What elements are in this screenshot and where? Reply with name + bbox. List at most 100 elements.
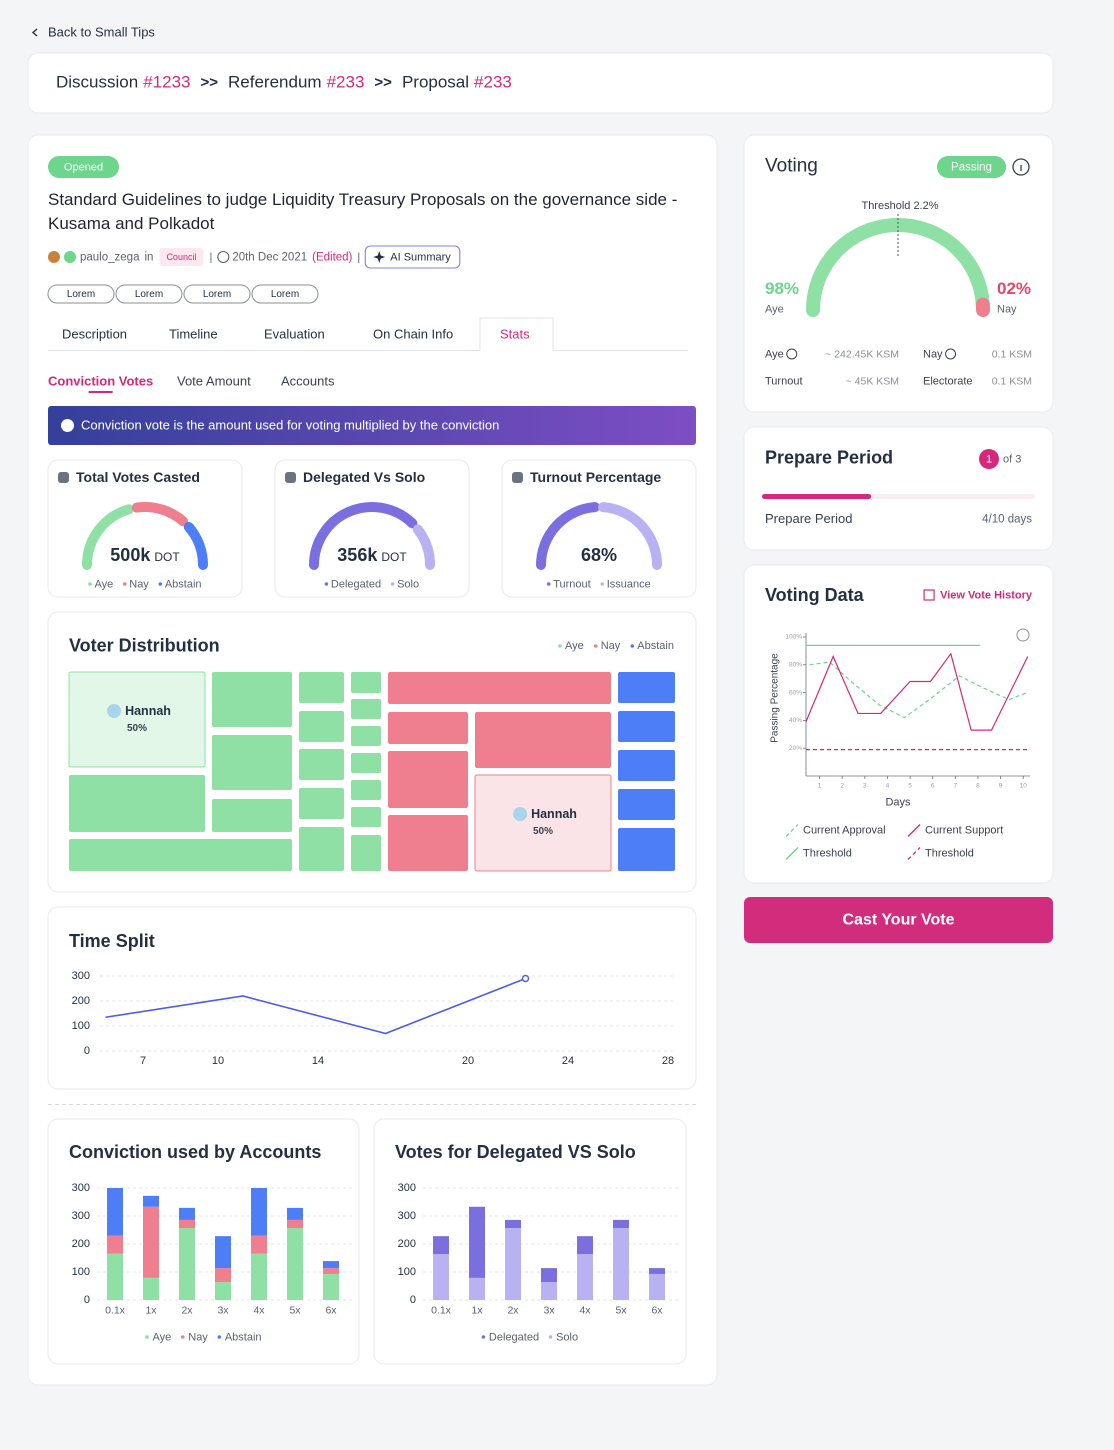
x-tick-label: 4 <box>886 783 890 790</box>
banner-text: Conviction vote is the amount used for v… <box>81 417 499 432</box>
breadcrumb-id[interactable]: #233 <box>327 72 365 91</box>
legend-label: Turnout <box>553 578 591 590</box>
back-link[interactable]: Back to Small Tips <box>48 24 155 39</box>
back-icon <box>31 28 38 37</box>
legend-label: Aye <box>94 578 113 590</box>
tab[interactable]: Evaluation <box>264 326 325 341</box>
treemap-cell <box>388 815 468 871</box>
breadcrumb-card <box>27 52 1054 114</box>
tab[interactable]: Timeline <box>169 326 218 341</box>
tag[interactable]: Lorem <box>203 289 231 300</box>
legend-label: Abstain <box>637 640 674 652</box>
cast-vote-button[interactable] <box>744 897 1053 943</box>
stat-card <box>47 459 243 598</box>
expand-icon[interactable] <box>1016 628 1030 642</box>
legend-label: Aye <box>152 1331 171 1343</box>
tag[interactable]: Lorem <box>67 289 95 300</box>
y-tick-label: 20% <box>789 745 802 752</box>
breadcrumb-id[interactable]: #233 <box>474 72 512 91</box>
legend-label: Nay <box>188 1331 208 1343</box>
tag[interactable]: Lorem <box>271 289 299 300</box>
treemap-cell <box>299 672 344 703</box>
ai-summary[interactable]: AI Summary <box>390 251 451 263</box>
stat-icon <box>58 472 69 483</box>
y-tick-label: 100 <box>72 1020 90 1032</box>
author: paulo_zega <box>80 252 140 264</box>
legend-dot <box>324 582 329 586</box>
highlight-name: Hannah <box>125 704 171 718</box>
bar-segment <box>143 1206 159 1278</box>
tag-pill[interactable] <box>251 284 319 304</box>
end-marker <box>521 974 530 983</box>
stat-value: 500k <box>110 545 151 565</box>
y-tick-label: 200 <box>398 1238 416 1250</box>
tag-pill[interactable] <box>47 284 115 304</box>
y-tick-label: 200 <box>72 1238 90 1250</box>
tag-pill[interactable] <box>115 284 183 304</box>
bar-segment <box>215 1268 231 1283</box>
breadcrumb-label[interactable]: Referendum <box>228 72 322 91</box>
tab[interactable]: On Chain Info <box>373 326 453 341</box>
stat-card <box>274 459 470 598</box>
bar-segment <box>541 1268 557 1283</box>
x-tick-label: 10 <box>1020 783 1028 790</box>
treemap-cell <box>388 672 611 704</box>
info-icon[interactable] <box>1012 158 1030 176</box>
tag[interactable]: Lorem <box>135 289 163 300</box>
bar-segment <box>323 1261 339 1269</box>
ai-summary-button[interactable] <box>364 245 461 269</box>
breadcrumb-separator: >> <box>200 74 218 91</box>
legend-icon <box>785 847 799 860</box>
breadcrumb-label[interactable]: Discussion <box>56 72 138 91</box>
tab[interactable]: Description <box>62 326 127 341</box>
stat-value: 68% <box>581 545 617 565</box>
view-history-link[interactable]: View Vote History <box>940 589 1033 601</box>
stat-unit: DOT <box>381 550 407 564</box>
treemap-cell <box>351 780 381 800</box>
bar-segment <box>107 1188 123 1236</box>
bar-segment <box>323 1273 339 1300</box>
legend-label: Solo <box>556 1331 578 1343</box>
stat-value: ~ 242.45K KSM <box>825 348 899 360</box>
breadcrumb-label[interactable]: Proposal <box>402 72 469 91</box>
bar-segment <box>577 1236 593 1255</box>
stat-unit: DOT <box>154 550 180 564</box>
tag-pill[interactable] <box>183 284 251 304</box>
treemap-cell <box>618 672 675 703</box>
sub-tab[interactable]: Accounts <box>281 373 335 388</box>
bar-segment <box>433 1254 449 1300</box>
bar-segment <box>143 1195 159 1207</box>
x-tick-label: 6 <box>931 783 935 790</box>
y-axis-label: Passing Percentage <box>770 653 781 743</box>
cast-vote-label[interactable]: Cast Your Vote <box>842 912 954 929</box>
tab[interactable]: Stats <box>500 326 530 341</box>
x-tick-label: 9 <box>999 783 1003 790</box>
y-tick-label: 60% <box>789 689 802 696</box>
step: 1 <box>986 453 992 465</box>
gauge-segment <box>131 502 189 527</box>
legend-dot <box>88 582 92 586</box>
legend-dot <box>630 644 635 648</box>
sub-tab[interactable]: Vote Amount <box>177 373 251 388</box>
gauge-aye <box>806 218 990 317</box>
gauge-segment <box>183 521 208 570</box>
x-tick-label: 0.1x <box>431 1304 452 1316</box>
breadcrumb-id[interactable]: #1233 <box>143 72 190 91</box>
x-tick-label: 6x <box>651 1304 663 1316</box>
x-tick-label: 3x <box>543 1304 555 1316</box>
bar-segment <box>179 1228 195 1300</box>
bar-segment <box>649 1273 665 1300</box>
x-tick-label: 2x <box>181 1304 193 1316</box>
y-tick-label: 300 <box>72 1182 90 1194</box>
treemap-cell <box>351 726 381 746</box>
x-tick-label: 5 <box>908 783 912 790</box>
highlight-avatar <box>107 704 122 718</box>
sub-tab[interactable]: Conviction Votes <box>48 373 153 388</box>
info-icon <box>945 348 957 360</box>
x-tick-label: 0.1x <box>105 1304 126 1316</box>
gauge-segment <box>309 502 418 570</box>
y-tick-label: 80% <box>789 662 802 669</box>
legend-dot <box>558 644 562 648</box>
legend-label: Aye <box>565 640 584 652</box>
